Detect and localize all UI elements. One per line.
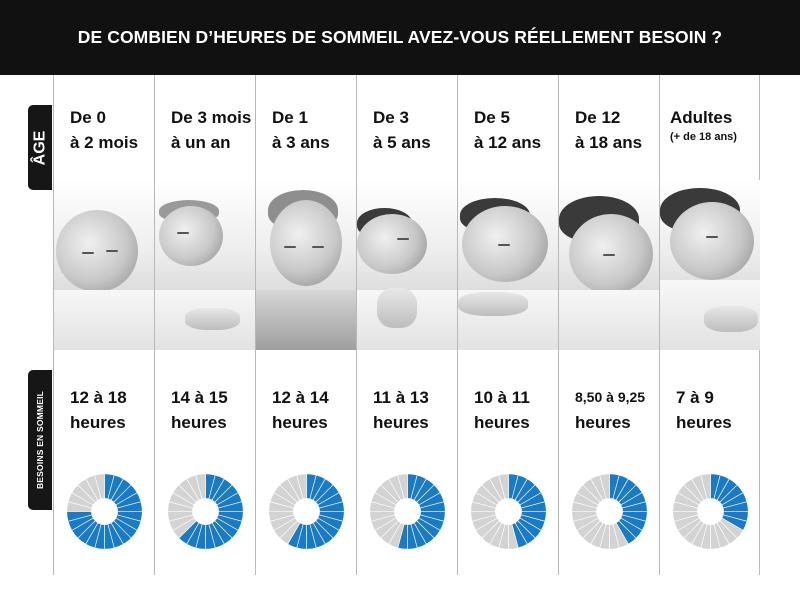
adult-head — [670, 202, 754, 280]
hours-unit: heures — [575, 413, 631, 432]
sleep-pie-chart — [470, 473, 547, 550]
hours-range: 7 à 9 — [676, 388, 714, 407]
pie-slice-awake — [94, 473, 105, 500]
toddler-head — [270, 200, 342, 286]
sleep-hours: 12 à 14 heures — [272, 385, 329, 435]
hours-range: 12 à 18 — [70, 388, 127, 407]
hours-range: 12 à 14 — [272, 388, 329, 407]
closed-eye — [498, 244, 510, 246]
age-line-2: à 18 ans — [575, 133, 643, 152]
hours-unit: heures — [676, 413, 732, 432]
pie-slice-awake — [195, 473, 206, 500]
closed-eye — [603, 254, 615, 256]
closed-eye — [177, 232, 189, 234]
title-banner: DE COMBIEN D’HEURES DE SOMMEIL AVEZ-VOUS… — [0, 0, 800, 75]
hours-unit: heures — [70, 413, 126, 432]
page-title: DE COMBIEN D’HEURES DE SOMMEIL AVEZ-VOUS… — [77, 27, 723, 47]
column-1-3-years: De 1 à 3 ans 12 à 14 heures — [255, 75, 356, 575]
arm — [458, 292, 528, 316]
child-head — [357, 214, 427, 274]
age-line-2: à un an — [171, 133, 231, 152]
hours-range: 11 à 13 — [373, 388, 429, 407]
column-adults: Adultes (+ de 18 ans) 7 à 9 heures — [659, 75, 760, 575]
pie-slice-awake — [599, 473, 610, 500]
age-range: Adultes (+ de 18 ans) — [670, 105, 737, 144]
hours-unit: heures — [272, 413, 328, 432]
sleeping-infant-photo — [155, 180, 255, 350]
pillow — [54, 290, 154, 350]
age-range: De 12 à 18 ans — [575, 105, 642, 155]
column-5-12-years: De 5 à 12 ans 10 à 11 heures — [457, 75, 558, 575]
sleeping-boy-photo — [458, 180, 558, 350]
closed-eye — [284, 246, 296, 248]
age-line-2: à 12 ans — [474, 133, 542, 152]
column-0-2-months: De 0 à 2 mois 12 à 18 heures — [53, 75, 154, 575]
age-row-label: ÂGE — [28, 105, 52, 190]
hand — [185, 308, 240, 330]
column-3-5-years: De 3 à 5 ans 11 à 13 heures — [356, 75, 457, 575]
sleep-hours: 7 à 9 heures — [676, 385, 732, 435]
age-line-1: De 5 — [474, 108, 510, 127]
age-range: De 3 à 5 ans — [373, 105, 431, 155]
age-range: De 5 à 12 ans — [474, 105, 541, 155]
sleep-hours: 12 à 18 heures — [70, 385, 127, 435]
hours-range: 10 à 11 — [474, 388, 530, 407]
sleep-needs-table: De 0 à 2 mois 12 à 18 heures De 3 mois à… — [53, 75, 765, 575]
age-line-2: à 3 ans — [272, 133, 330, 152]
age-range: De 1 à 3 ans — [272, 105, 330, 155]
hours-unit: heures — [373, 413, 429, 432]
pie-slice-awake — [498, 473, 509, 500]
age-line-1: De 0 — [70, 108, 106, 127]
age-line-2: à 2 mois — [70, 133, 139, 152]
pie-slice-awake — [397, 473, 408, 500]
sleep-hours: 10 à 11 heures — [474, 385, 530, 435]
hand — [377, 288, 417, 328]
needs-row-label: BESOINS EN SOMMEIL — [28, 370, 52, 510]
closed-eye — [706, 236, 718, 238]
age-line-1: De 1 — [272, 108, 308, 127]
age-line-1: De 3 — [373, 108, 409, 127]
age-line-1: De 12 — [575, 108, 621, 127]
sleep-pie-chart — [672, 473, 749, 550]
sleeping-toddler-photo — [256, 180, 356, 350]
closed-eye — [82, 252, 94, 254]
age-line-1: Adultes — [670, 108, 733, 127]
hours-range: 8,50 à 9,25 — [575, 389, 646, 405]
closed-eye — [397, 238, 409, 240]
sleep-pie-chart — [268, 473, 345, 550]
closed-eye — [312, 246, 324, 248]
sleeping-baby-photo — [54, 180, 154, 350]
pie-slice-awake — [296, 473, 307, 500]
sleeping-teen-photo — [559, 180, 659, 350]
hours-unit: heures — [171, 413, 227, 432]
sleep-pie-chart — [66, 473, 143, 550]
hours-range: 14 à 15 — [171, 388, 228, 407]
baby-head — [56, 210, 138, 292]
age-range: De 3 mois à un an — [171, 105, 251, 155]
sleeping-child-photo — [357, 180, 457, 350]
age-subtitle: (+ de 18 ans) — [670, 131, 737, 143]
sleeping-adult-photo — [660, 180, 760, 350]
age-line-2: à 5 ans — [373, 133, 431, 152]
sleep-hours: 14 à 15 heures — [171, 385, 228, 435]
closed-eye — [106, 250, 118, 252]
column-3-months-1-year: De 3 mois à un an 14 à 15 heures — [154, 75, 255, 575]
age-range: De 0 à 2 mois — [70, 105, 138, 155]
needs-label: BESOINS EN SOMMEIL — [35, 390, 45, 490]
pie-slice-awake — [700, 473, 711, 500]
hand — [704, 306, 758, 332]
sleep-pie-chart — [369, 473, 446, 550]
sleep-pie-chart — [571, 473, 648, 550]
age-line-1: De 3 mois — [171, 108, 252, 127]
pillow — [559, 290, 659, 350]
column-12-18-years: De 12 à 18 ans 8,50 à 9,25 heures — [558, 75, 659, 575]
blanket — [256, 290, 356, 350]
age-label: ÂGE — [31, 130, 49, 165]
sleep-hours: 8,50 à 9,25 heures — [575, 385, 645, 435]
hours-unit: heures — [474, 413, 530, 432]
infant-head — [159, 206, 223, 266]
sleep-hours: 11 à 13 heures — [373, 385, 429, 435]
sleep-pie-chart — [167, 473, 244, 550]
